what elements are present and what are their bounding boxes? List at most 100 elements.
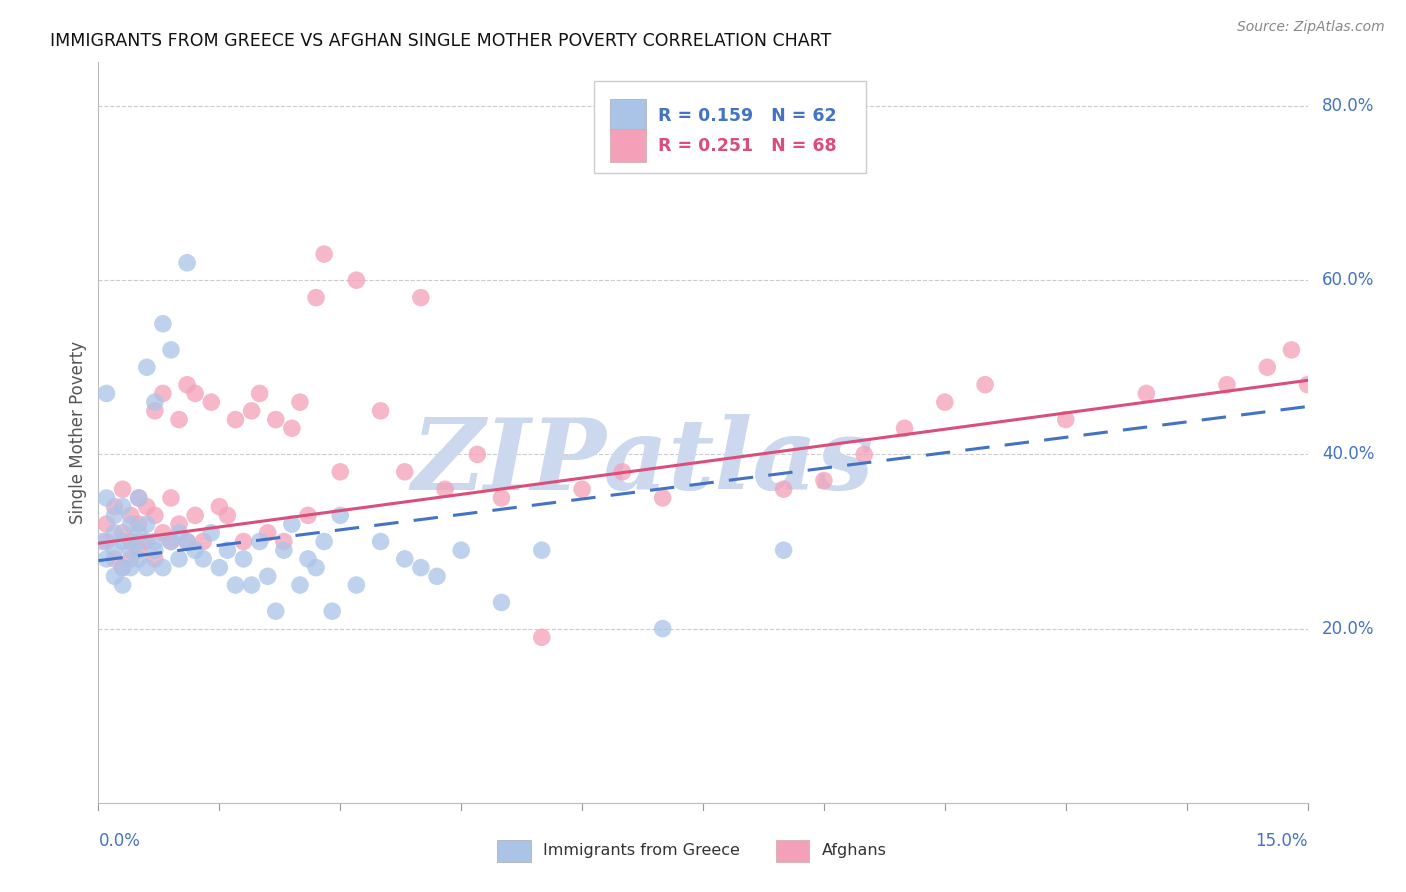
Point: [530, 630, 553, 644]
Point: [143, 508, 166, 523]
Point: [135, 500, 157, 514]
Point: [176, 534, 198, 549]
Point: [193, 552, 215, 566]
Point: [409, 291, 432, 305]
Point: [128, 543, 150, 558]
Point: [128, 552, 150, 566]
Point: [160, 534, 183, 549]
Point: [232, 534, 254, 549]
Text: ZIPatlas: ZIPatlas: [412, 414, 873, 510]
Point: [370, 534, 392, 549]
Point: [152, 317, 174, 331]
Point: [128, 491, 150, 505]
Point: [103, 500, 125, 514]
Bar: [498, 840, 531, 862]
Point: [193, 534, 215, 549]
Text: Source: ZipAtlas.com: Source: ZipAtlas.com: [1237, 20, 1385, 34]
Point: [200, 525, 222, 540]
Point: [974, 377, 997, 392]
Point: [394, 465, 416, 479]
Point: [1216, 377, 1239, 392]
Point: [240, 404, 263, 418]
Point: [281, 517, 304, 532]
Point: [103, 525, 125, 540]
Point: [321, 604, 343, 618]
Point: [128, 525, 150, 540]
Point: [426, 569, 449, 583]
Bar: [610, 99, 647, 133]
Point: [344, 273, 367, 287]
Point: [167, 412, 190, 426]
Point: [96, 491, 118, 505]
Point: [135, 360, 157, 375]
Point: [329, 508, 352, 523]
Point: [143, 534, 166, 549]
Point: [224, 578, 246, 592]
Point: [772, 482, 794, 496]
Point: [491, 491, 513, 505]
Point: [103, 569, 125, 583]
Point: [184, 508, 207, 523]
Point: [143, 543, 166, 558]
Point: [450, 543, 472, 558]
Point: [96, 386, 118, 401]
Point: [651, 622, 673, 636]
Point: [128, 534, 150, 549]
Point: [152, 560, 174, 574]
Point: [96, 534, 118, 549]
Text: IMMIGRANTS FROM GREECE VS AFGHAN SINGLE MOTHER POVERTY CORRELATION CHART: IMMIGRANTS FROM GREECE VS AFGHAN SINGLE …: [51, 32, 831, 50]
Point: [120, 517, 142, 532]
Point: [240, 578, 263, 592]
Point: [152, 386, 174, 401]
Point: [232, 552, 254, 566]
Point: [103, 508, 125, 523]
Point: [120, 543, 142, 558]
Point: [176, 534, 198, 549]
Point: [813, 474, 835, 488]
Point: [297, 552, 319, 566]
Point: [264, 604, 287, 618]
Point: [160, 534, 183, 549]
Point: [1135, 386, 1157, 401]
Point: [288, 395, 311, 409]
Point: [305, 560, 328, 574]
Point: [135, 517, 157, 532]
Point: [111, 534, 134, 549]
Point: [434, 482, 457, 496]
Point: [314, 247, 336, 261]
Point: [305, 291, 328, 305]
Text: Immigrants from Greece: Immigrants from Greece: [543, 844, 741, 858]
Point: [612, 465, 634, 479]
Point: [297, 508, 319, 523]
Point: [184, 386, 207, 401]
Point: [465, 447, 488, 461]
FancyBboxPatch shape: [595, 81, 866, 173]
Point: [160, 343, 183, 357]
Point: [111, 525, 134, 540]
Point: [96, 552, 118, 566]
Point: [264, 412, 287, 426]
Text: R = 0.159   N = 62: R = 0.159 N = 62: [658, 108, 837, 126]
Point: [176, 256, 198, 270]
Y-axis label: Single Mother Poverty: Single Mother Poverty: [69, 341, 87, 524]
Point: [273, 534, 295, 549]
Point: [370, 404, 392, 418]
Point: [934, 395, 956, 409]
Point: [176, 377, 198, 392]
Point: [103, 543, 125, 558]
Point: [1256, 360, 1278, 375]
Text: 0.0%: 0.0%: [98, 832, 141, 850]
Point: [143, 552, 166, 566]
Point: [249, 386, 271, 401]
Text: 15.0%: 15.0%: [1256, 832, 1308, 850]
Point: [329, 465, 352, 479]
Point: [143, 404, 166, 418]
Point: [128, 517, 150, 532]
Point: [111, 482, 134, 496]
Point: [1281, 343, 1303, 357]
Point: [96, 517, 118, 532]
Text: Afghans: Afghans: [821, 844, 886, 858]
Bar: [776, 840, 810, 862]
Point: [111, 500, 134, 514]
Bar: [610, 129, 647, 162]
